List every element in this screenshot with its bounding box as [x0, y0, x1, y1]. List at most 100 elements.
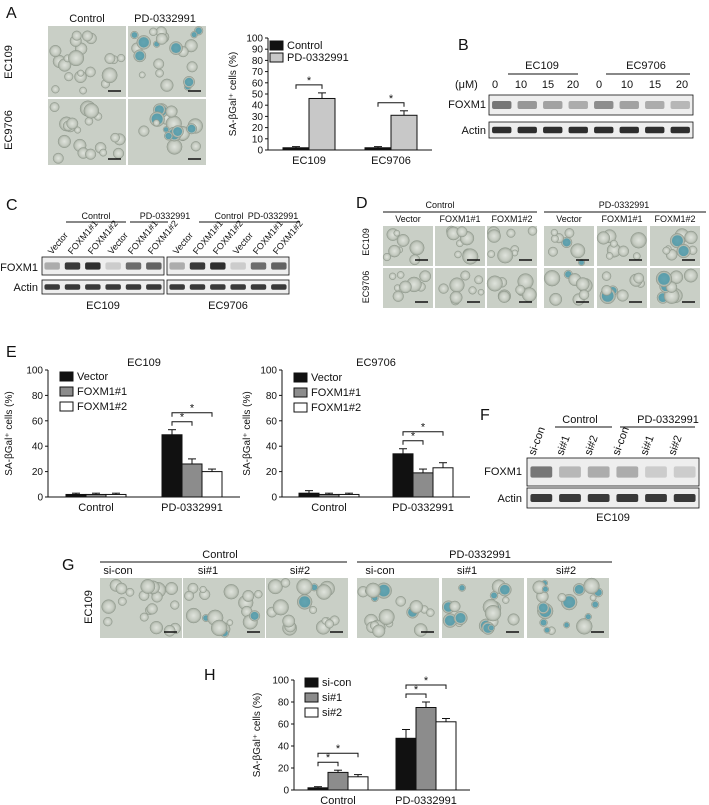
cell — [487, 250, 496, 258]
panel-d-group-control: Control — [425, 200, 454, 210]
cell — [85, 148, 97, 160]
legend-label: si#1 — [322, 692, 342, 704]
cell — [49, 44, 62, 58]
panel-label-f: F — [480, 407, 490, 424]
cell — [462, 248, 479, 265]
senescent-stain — [563, 596, 576, 609]
panel-f-actin-band — [587, 494, 610, 502]
micrograph-a-ec109-pd — [128, 26, 206, 97]
y-tick-label: 80 — [252, 56, 264, 67]
senescent-stain — [542, 586, 548, 592]
cell — [589, 594, 597, 602]
cell — [81, 30, 93, 42]
panel-b-actin-band — [568, 126, 588, 134]
significance-bracket — [317, 752, 359, 758]
cell — [254, 590, 263, 599]
panel-c-actin-band — [271, 284, 287, 290]
senescent-stain — [135, 51, 145, 61]
bar — [347, 776, 369, 791]
panel-b-foxm1-band — [645, 101, 665, 109]
cell — [605, 252, 614, 260]
cell — [617, 245, 630, 257]
chart-h: 0 20 40 60 80 100 SA-βGal⁺ cells (%) Control PD-… — [252, 675, 470, 805]
cell — [117, 53, 126, 63]
y-tick-label: 30 — [252, 112, 264, 123]
y-tick-label: 80 — [278, 698, 290, 709]
panel-g-col-header: si#1 — [457, 565, 477, 577]
panel-f-group-control: Control — [562, 414, 597, 426]
panel-c-foxm1-band — [85, 262, 101, 270]
cell — [449, 600, 461, 613]
significance-bracket — [317, 761, 339, 767]
senescent-stain — [538, 603, 548, 613]
y-tick-label: 70 — [252, 67, 264, 78]
cell — [115, 582, 128, 595]
panel-f-row-actin: Actin — [498, 493, 522, 505]
cell — [57, 134, 71, 148]
panel-d-col-header: FOXM1#1 — [439, 214, 480, 224]
panel-c-foxm1-band — [64, 262, 81, 270]
cell — [507, 613, 520, 626]
y-tick-label: 100 — [260, 366, 277, 377]
panel-c-cell-ec9706: EC9706 — [208, 300, 248, 312]
cell — [112, 147, 125, 159]
panel-b-foxm1-band — [594, 101, 614, 109]
senescent-stain — [499, 584, 510, 595]
panel-b-cell-line-ec9706: EC9706 — [626, 60, 666, 72]
panel-f-foxm1-band — [645, 466, 667, 478]
panel-d-col-header: Vector — [395, 214, 421, 224]
panel-c-row-actin: Actin — [14, 282, 38, 294]
micrograph-a-ec109-control — [48, 26, 126, 97]
cell — [550, 228, 558, 237]
legend-label: Vector — [77, 371, 109, 383]
cell — [543, 270, 561, 287]
panel-d-col-header: FOXM1#2 — [491, 214, 532, 224]
cell — [498, 290, 511, 303]
legend-swatch — [293, 402, 308, 413]
cell — [601, 271, 612, 281]
senescent-stain — [678, 245, 689, 257]
panel-c-actin-strip — [41, 279, 165, 295]
cell — [477, 288, 485, 296]
legend-label: si-con — [322, 677, 351, 689]
bar — [415, 707, 437, 791]
y-axis-label: SA-βGal⁺ cells (%) — [4, 391, 15, 475]
cell — [449, 277, 465, 293]
chart-title: EC9706 — [356, 357, 396, 369]
panel-b-western-blot: EC109 EC9706 (μM) 0 10 15 20 0 10 15 20 FOXM1 A… — [448, 60, 694, 139]
panel-f-lane-label: si#1 — [555, 434, 573, 457]
micrograph-a-ec9706-control — [48, 99, 126, 165]
cell — [104, 53, 116, 64]
panel-c-actin-band — [85, 284, 101, 290]
cell — [66, 117, 79, 130]
panel-c-foxm1-band — [44, 262, 60, 270]
significance-bracket — [377, 102, 405, 107]
bar — [181, 463, 203, 498]
cell — [110, 132, 120, 143]
senescent-stain — [671, 235, 683, 247]
cell — [324, 619, 334, 629]
senescent-stain — [299, 596, 311, 608]
cell — [170, 600, 180, 610]
chart-title: EC109 — [127, 357, 161, 369]
legend-swatch — [59, 386, 74, 397]
bar — [308, 97, 336, 151]
panel-b-foxm1-band — [517, 101, 537, 109]
significance-bracket — [402, 431, 444, 436]
cell — [575, 277, 590, 291]
cell — [662, 246, 671, 255]
cell — [316, 584, 332, 600]
cell — [138, 71, 146, 79]
cell — [413, 623, 428, 637]
panel-b-foxm1-band — [619, 101, 639, 109]
cell — [388, 272, 397, 280]
cell — [52, 152, 64, 164]
significance-star: * — [190, 403, 195, 415]
senescent-stain — [165, 132, 172, 140]
panel-d-row-ec109: EC109 — [361, 228, 371, 256]
cell — [583, 577, 600, 595]
cell — [570, 243, 586, 259]
cell — [101, 599, 116, 614]
panel-c-western-blot: Control PD-0332991 Control PD-0332991 Vector… — [0, 211, 305, 312]
senescent-stain — [195, 27, 202, 35]
